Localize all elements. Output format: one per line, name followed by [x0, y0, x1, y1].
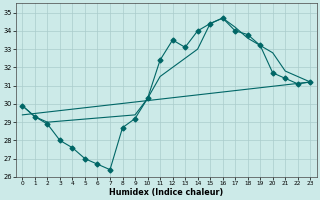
X-axis label: Humidex (Indice chaleur): Humidex (Indice chaleur) — [109, 188, 223, 197]
